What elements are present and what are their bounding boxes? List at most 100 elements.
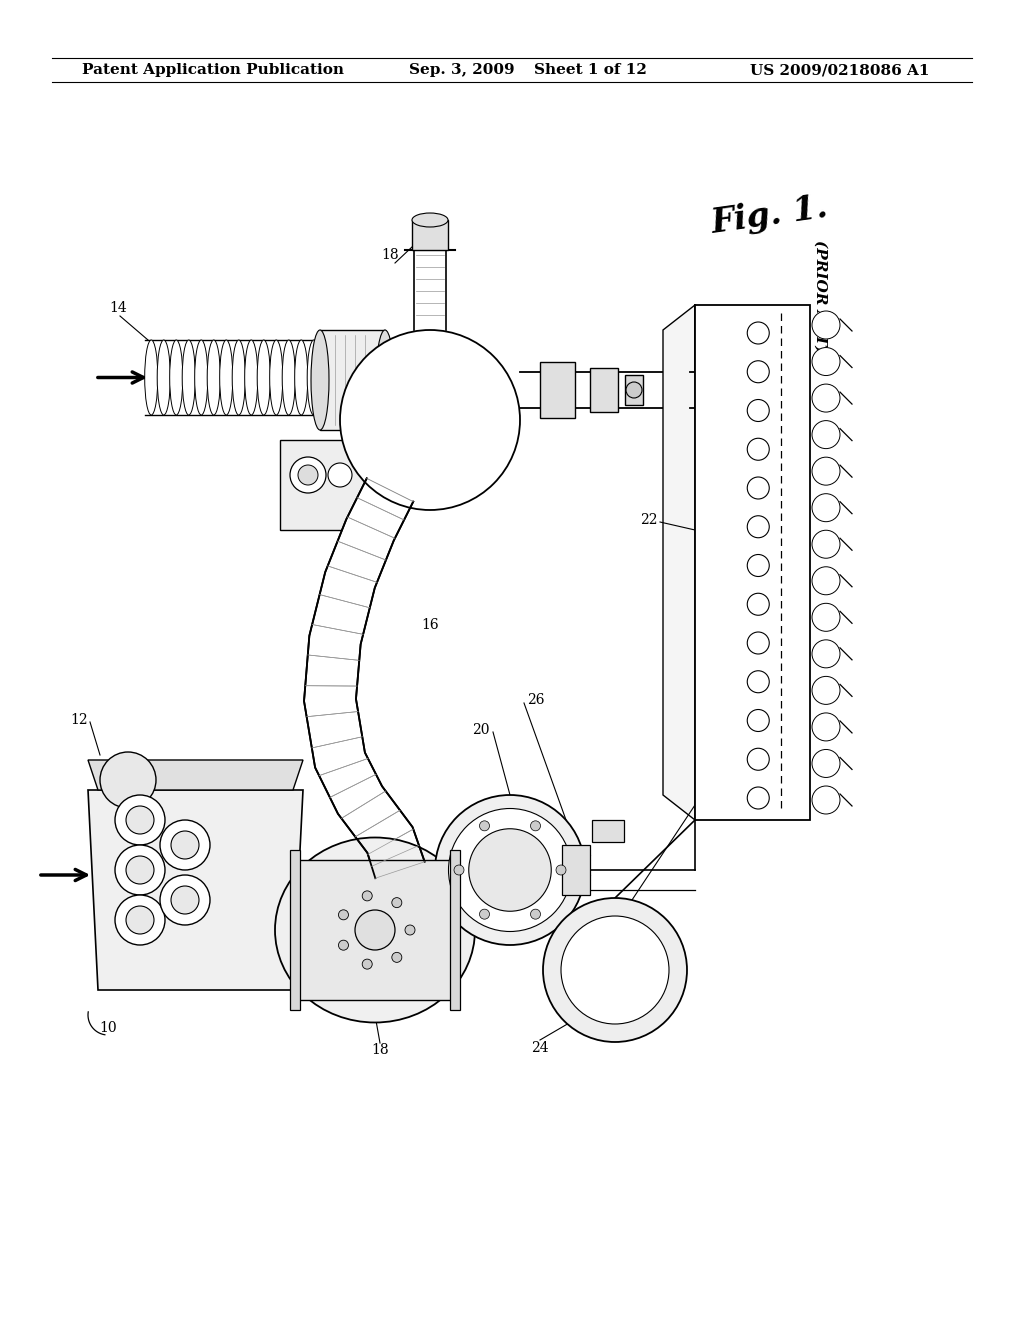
Bar bbox=[412, 220, 449, 249]
Circle shape bbox=[362, 891, 372, 900]
Circle shape bbox=[328, 463, 352, 487]
Circle shape bbox=[469, 829, 551, 911]
Circle shape bbox=[340, 330, 520, 510]
Circle shape bbox=[812, 347, 840, 375]
Circle shape bbox=[812, 713, 840, 741]
Circle shape bbox=[171, 832, 199, 859]
Text: Sep. 3, 2009: Sep. 3, 2009 bbox=[410, 63, 515, 77]
Circle shape bbox=[812, 603, 840, 631]
Circle shape bbox=[339, 940, 348, 950]
Ellipse shape bbox=[275, 837, 475, 1023]
Ellipse shape bbox=[158, 341, 170, 414]
Circle shape bbox=[171, 886, 199, 913]
Circle shape bbox=[479, 909, 489, 919]
Text: 20: 20 bbox=[472, 723, 490, 737]
Text: 10: 10 bbox=[99, 1020, 117, 1035]
Ellipse shape bbox=[269, 341, 283, 414]
Text: 18: 18 bbox=[371, 1043, 389, 1057]
Polygon shape bbox=[663, 305, 695, 820]
Circle shape bbox=[748, 322, 769, 345]
Ellipse shape bbox=[182, 341, 196, 414]
Circle shape bbox=[812, 384, 840, 412]
Bar bbox=[290, 850, 300, 1010]
Ellipse shape bbox=[283, 341, 295, 414]
Circle shape bbox=[561, 916, 669, 1024]
Ellipse shape bbox=[245, 341, 258, 414]
Bar bbox=[280, 440, 370, 531]
Ellipse shape bbox=[232, 341, 246, 414]
Circle shape bbox=[556, 865, 566, 875]
Circle shape bbox=[812, 312, 840, 339]
Circle shape bbox=[748, 554, 769, 577]
Circle shape bbox=[479, 821, 489, 830]
Circle shape bbox=[406, 925, 415, 935]
Circle shape bbox=[748, 710, 769, 731]
Circle shape bbox=[126, 855, 154, 884]
Bar bbox=[590, 368, 618, 412]
Text: Sheet 1 of 12: Sheet 1 of 12 bbox=[534, 63, 646, 77]
Circle shape bbox=[115, 895, 165, 945]
Circle shape bbox=[812, 750, 840, 777]
Circle shape bbox=[748, 748, 769, 771]
Circle shape bbox=[530, 909, 541, 919]
Circle shape bbox=[435, 795, 585, 945]
Ellipse shape bbox=[195, 341, 208, 414]
Circle shape bbox=[812, 494, 840, 521]
Circle shape bbox=[290, 457, 326, 492]
Circle shape bbox=[126, 807, 154, 834]
Circle shape bbox=[160, 875, 210, 925]
Ellipse shape bbox=[307, 341, 321, 414]
Ellipse shape bbox=[412, 213, 449, 227]
Circle shape bbox=[449, 808, 571, 932]
Ellipse shape bbox=[257, 341, 270, 414]
Text: 14: 14 bbox=[110, 301, 127, 315]
Ellipse shape bbox=[220, 341, 232, 414]
Circle shape bbox=[748, 400, 769, 421]
Circle shape bbox=[748, 671, 769, 693]
Text: 22: 22 bbox=[640, 513, 658, 527]
Circle shape bbox=[812, 566, 840, 595]
Ellipse shape bbox=[295, 341, 308, 414]
Text: (PRIOR ART): (PRIOR ART) bbox=[813, 240, 827, 352]
Bar bbox=[592, 820, 624, 842]
Circle shape bbox=[748, 360, 769, 383]
Circle shape bbox=[115, 795, 165, 845]
Polygon shape bbox=[88, 789, 303, 990]
Circle shape bbox=[812, 785, 840, 814]
Circle shape bbox=[160, 820, 210, 870]
Circle shape bbox=[748, 516, 769, 537]
Circle shape bbox=[748, 787, 769, 809]
Circle shape bbox=[355, 909, 395, 950]
Circle shape bbox=[115, 845, 165, 895]
Text: US 2009/0218086 A1: US 2009/0218086 A1 bbox=[751, 63, 930, 77]
Circle shape bbox=[812, 640, 840, 668]
Bar bbox=[625, 375, 643, 405]
Text: Patent Application Publication: Patent Application Publication bbox=[82, 63, 344, 77]
Bar bbox=[695, 305, 810, 820]
Ellipse shape bbox=[144, 341, 158, 414]
Circle shape bbox=[626, 381, 642, 399]
Polygon shape bbox=[304, 478, 425, 878]
Circle shape bbox=[126, 906, 154, 935]
Circle shape bbox=[748, 632, 769, 653]
Circle shape bbox=[362, 960, 372, 969]
Circle shape bbox=[454, 865, 464, 875]
Text: 26: 26 bbox=[527, 693, 545, 708]
Ellipse shape bbox=[376, 330, 394, 430]
Bar bbox=[540, 362, 575, 418]
Circle shape bbox=[812, 457, 840, 486]
Bar bbox=[450, 850, 460, 1010]
Circle shape bbox=[812, 421, 840, 449]
Circle shape bbox=[339, 909, 348, 920]
Ellipse shape bbox=[207, 341, 220, 414]
Circle shape bbox=[748, 438, 769, 461]
Circle shape bbox=[812, 676, 840, 705]
Text: 18: 18 bbox=[381, 248, 398, 261]
Circle shape bbox=[748, 477, 769, 499]
Text: Fig. 1.: Fig. 1. bbox=[710, 190, 830, 239]
Circle shape bbox=[748, 593, 769, 615]
Ellipse shape bbox=[311, 330, 329, 430]
Circle shape bbox=[392, 898, 401, 908]
Text: 12: 12 bbox=[71, 713, 88, 727]
Bar bbox=[562, 845, 590, 895]
